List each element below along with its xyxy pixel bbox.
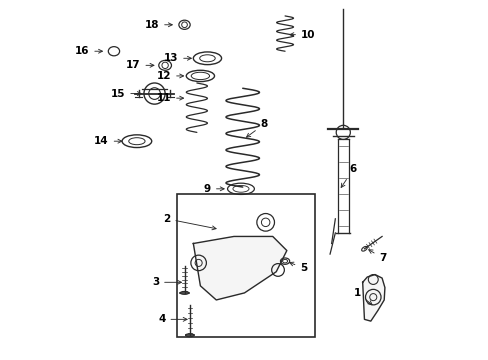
Text: 12: 12 xyxy=(156,71,183,81)
Bar xyxy=(177,194,314,337)
Text: 3: 3 xyxy=(152,277,181,287)
Text: 14: 14 xyxy=(94,136,122,146)
Text: 4: 4 xyxy=(158,314,187,324)
Text: 7: 7 xyxy=(368,250,386,263)
Text: 6: 6 xyxy=(341,165,356,188)
Text: 15: 15 xyxy=(110,89,141,99)
Text: 16: 16 xyxy=(75,46,102,56)
Text: 10: 10 xyxy=(289,30,315,40)
Text: 9: 9 xyxy=(203,184,224,194)
Text: 18: 18 xyxy=(144,20,172,30)
Polygon shape xyxy=(362,275,384,321)
Text: 2: 2 xyxy=(163,214,216,230)
Text: 8: 8 xyxy=(246,119,267,137)
Text: 13: 13 xyxy=(163,53,191,63)
Text: 11: 11 xyxy=(156,93,183,103)
Polygon shape xyxy=(193,237,286,300)
Text: 1: 1 xyxy=(353,288,371,305)
Text: 5: 5 xyxy=(289,262,307,273)
Text: 17: 17 xyxy=(125,60,154,70)
